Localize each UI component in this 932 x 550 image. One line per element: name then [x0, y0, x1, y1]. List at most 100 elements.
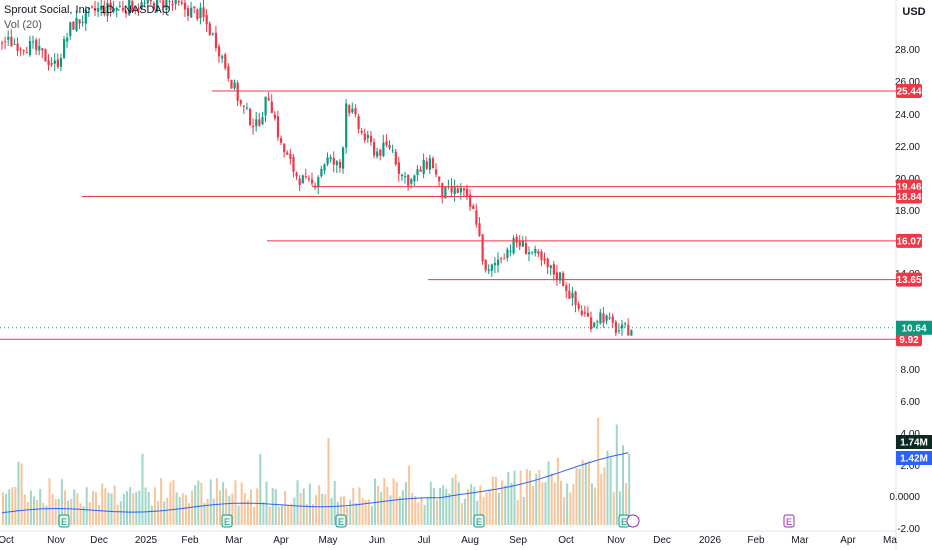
- candle-body: [221, 56, 224, 59]
- candle-body: [385, 141, 388, 146]
- earnings-marker-label: E: [621, 517, 627, 527]
- volume-bar: [219, 490, 221, 525]
- volume-bar: [451, 477, 454, 525]
- candle-body: [267, 98, 270, 101]
- time-axis-label: Oct: [558, 535, 574, 546]
- volume-bar: [367, 499, 370, 525]
- volume-bar: [169, 482, 172, 525]
- candle-body: [171, 4, 174, 6]
- event-marker-icon[interactable]: [626, 514, 640, 528]
- earnings-marker-icon[interactable]: [58, 514, 70, 528]
- volume-bar: [529, 470, 531, 525]
- volume-bar: [253, 506, 256, 525]
- candle-body: [425, 161, 428, 169]
- volume-bar: [488, 489, 491, 525]
- level-price-tag-text: 18.84: [896, 192, 921, 203]
- volume-bar: [479, 485, 482, 525]
- volume-bar: [150, 505, 153, 525]
- volume-bar: [243, 493, 246, 525]
- volume-bar: [448, 493, 451, 525]
- candle-body: [338, 161, 342, 168]
- candle-body: [44, 49, 47, 62]
- candle-body: [571, 292, 574, 299]
- earnings-marker-icon[interactable]: [473, 514, 485, 528]
- earnings-marker-label: E: [476, 517, 482, 527]
- candle-body: [543, 258, 546, 261]
- candle-body: [205, 15, 208, 25]
- volume-bar: [126, 491, 128, 525]
- volume-bar: [287, 504, 290, 525]
- candle-body: [506, 249, 509, 258]
- symbol-title[interactable]: Sprout Social, Inc · 1D · NASDAQ: [4, 4, 171, 16]
- candle-body: [214, 32, 218, 49]
- level-price-tag-text: 13.65: [896, 275, 921, 286]
- candle-body: [230, 79, 233, 89]
- currency-label[interactable]: USD: [902, 6, 926, 18]
- time-axis-label: Nov: [47, 535, 65, 546]
- candle-body: [366, 134, 369, 139]
- volume-bar: [436, 499, 438, 525]
- volume-bar: [622, 445, 624, 525]
- volume-bar: [330, 497, 333, 525]
- candle-body: [13, 43, 16, 45]
- candle-body: [435, 169, 438, 175]
- volume-bar: [618, 491, 621, 525]
- candle-body: [183, 2, 187, 10]
- price-tick-label: 0.0000: [889, 492, 920, 503]
- candle-body: [270, 101, 273, 114]
- price-tick-label: -2.00: [897, 524, 920, 535]
- candle-body: [512, 238, 515, 254]
- candle-body: [218, 46, 221, 57]
- volume-bar: [550, 473, 553, 525]
- volume-bar: [408, 465, 411, 525]
- earnings-marker-icon[interactable]: [221, 514, 233, 528]
- candle-body: [53, 60, 56, 64]
- volume-bar: [42, 502, 45, 525]
- candle-body: [311, 179, 314, 184]
- volume-bar: [600, 473, 603, 525]
- volume-bar: [184, 494, 187, 525]
- volume-bar: [101, 483, 104, 525]
- candle-body: [376, 151, 379, 157]
- volume-bar: [305, 503, 308, 525]
- earnings-marker-icon[interactable]: [335, 514, 347, 528]
- volume-bar: [336, 501, 339, 525]
- candle-body: [56, 59, 59, 68]
- candle-body: [441, 183, 444, 198]
- volume-bar: [60, 479, 63, 525]
- candle-body: [627, 324, 630, 336]
- candle-body: [478, 223, 481, 236]
- candle-body: [599, 312, 602, 324]
- volume-bar: [603, 467, 606, 525]
- volume-bar: [54, 499, 57, 525]
- candle-body: [224, 54, 227, 69]
- volume-bar: [315, 495, 318, 525]
- candle-body: [583, 312, 586, 314]
- volume-bar: [14, 486, 17, 525]
- volume-bar: [578, 468, 581, 525]
- volume-bar: [594, 487, 597, 525]
- earnings-marker-icon[interactable]: [783, 514, 795, 528]
- volume-indicator-label[interactable]: Vol (20): [4, 19, 42, 31]
- volume-bar: [265, 481, 268, 525]
- volume-bar: [98, 505, 101, 525]
- volume-bar: [507, 472, 510, 525]
- candle-body: [323, 164, 326, 171]
- candle-body: [193, 6, 196, 9]
- candle-body: [596, 321, 599, 323]
- volume-bar: [581, 459, 584, 525]
- time-axis-label: May: [319, 535, 338, 546]
- volume-bar: [2, 492, 4, 525]
- volume-bar: [519, 470, 522, 525]
- candle-body: [568, 290, 571, 299]
- volume-bar: [259, 454, 262, 525]
- level-price-tag-text: 9.92: [899, 335, 919, 346]
- price-tick-label: 22.00: [895, 142, 920, 153]
- candle-body: [16, 43, 19, 52]
- volume-bar: [361, 498, 364, 525]
- candle-body: [249, 108, 252, 125]
- volume-bar: [132, 493, 135, 525]
- candle-body: [453, 187, 456, 194]
